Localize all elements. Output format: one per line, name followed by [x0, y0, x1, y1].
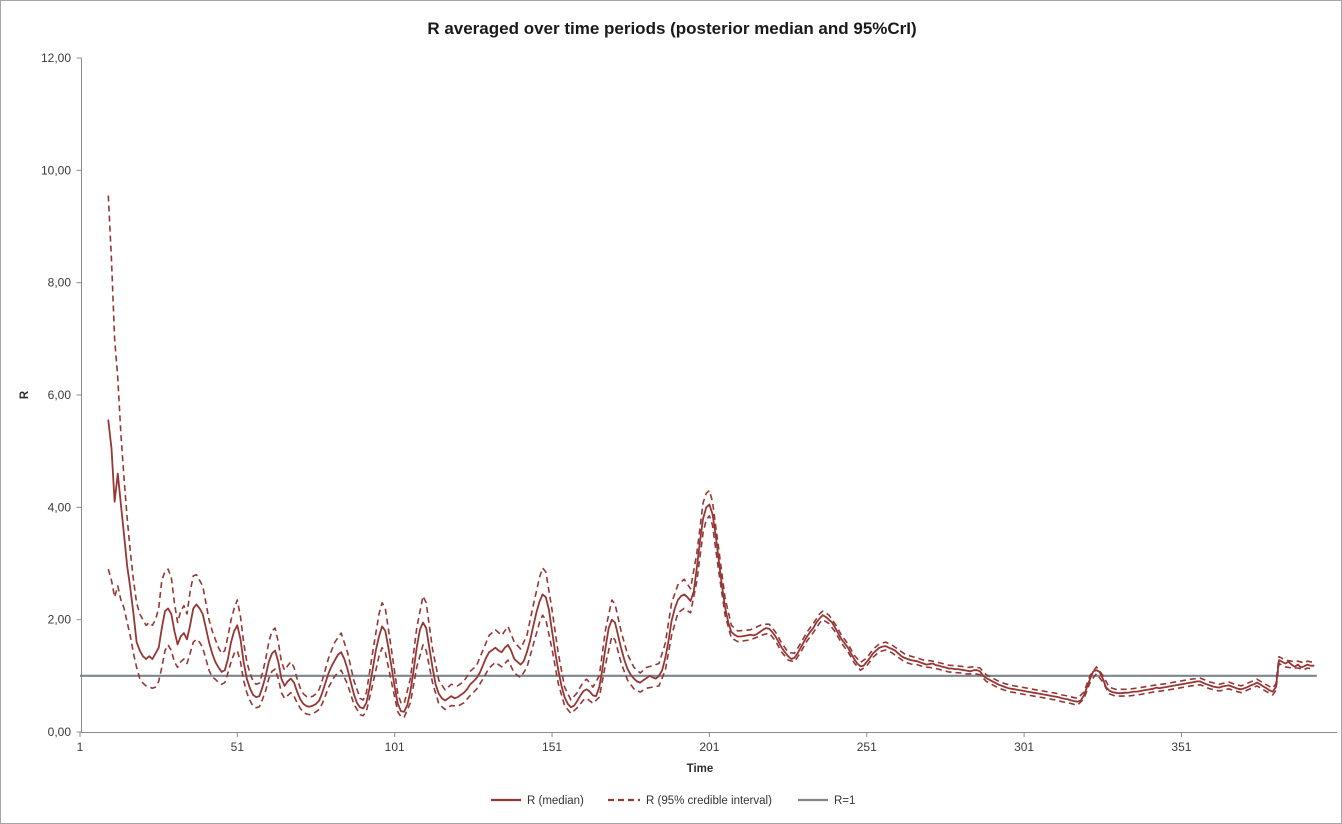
x-axis-title: Time	[687, 763, 714, 775]
x-tick-label: 151	[542, 740, 562, 754]
x-tick-label: 251	[857, 740, 877, 754]
x-axis: 1 51 101 151 201 251 301 351	[77, 732, 1337, 754]
legend-median-label: R (median)	[527, 795, 584, 807]
y-tick-label: 10,00	[41, 163, 71, 177]
y-axis-title: R	[19, 390, 31, 399]
chart-title: R averaged over time periods (posterior …	[427, 19, 916, 38]
x-tick-label: 201	[699, 740, 719, 754]
y-tick-label: 8,00	[48, 276, 72, 290]
plot-area[interactable]	[81, 58, 1337, 732]
y-tick-label: 0,00	[48, 725, 72, 739]
y-tick-label: 2,00	[48, 613, 72, 627]
x-tick-label: 101	[385, 740, 405, 754]
y-axis: 0,00 2,00 4,00 6,00 8,00 10,00 12,00	[41, 51, 82, 739]
legend-ci-label: R (95% credible interval)	[646, 795, 772, 807]
x-tick-label: 51	[231, 740, 245, 754]
ci-upper-line[interactable]	[107, 195, 1314, 705]
legend: R (median) R (95% credible interval) R=1	[491, 795, 855, 807]
legend-item-reference[interactable]: R=1	[798, 795, 855, 807]
y-tick-label: 12,00	[41, 51, 71, 65]
y-tick-label: 6,00	[48, 388, 72, 402]
median-line[interactable]	[107, 419, 1315, 713]
legend-item-median[interactable]: R (median)	[491, 795, 584, 807]
legend-item-ci[interactable]: R (95% credible interval)	[608, 795, 772, 807]
x-tick-label: 301	[1014, 740, 1034, 754]
legend-reference-label: R=1	[834, 795, 855, 807]
x-tick-label: 351	[1171, 740, 1191, 754]
x-tick-label: 1	[77, 740, 84, 754]
y-tick-label: 4,00	[48, 500, 72, 514]
